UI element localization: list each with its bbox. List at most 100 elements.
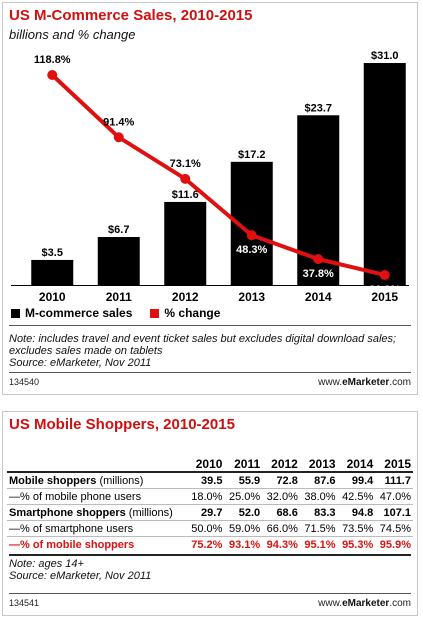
mobile-shoppers-panel: US Mobile Shoppers, 2010-2015 2010 2011 20… — [2, 411, 418, 616]
table-cell: 107.1 — [375, 504, 413, 521]
table-cell: 94.3% — [266, 538, 298, 551]
table-row: —% of smartphone users 50.0% 59.0% 66.0% 71.… — [7, 520, 413, 537]
table-cell: 59.0% — [224, 520, 263, 537]
mcommerce-chart-panel: US M-Commerce Sales, 2010-2015 billions … — [2, 2, 418, 395]
table-cell: 95.1% — [304, 538, 336, 551]
table-cell: 111.7 — [375, 472, 413, 489]
divider — [9, 372, 411, 373]
table-title: US Mobile Shoppers, 2010-2015 — [9, 416, 235, 433]
table-cell: 68.6 — [262, 504, 300, 521]
legend-item-change: % change — [150, 306, 220, 320]
bar-value-label: $23.7 — [304, 102, 332, 114]
chart-legend: M-commerce sales % change — [11, 306, 238, 320]
bar-value-label: $6.7 — [108, 224, 129, 236]
divider — [9, 593, 411, 594]
bar — [363, 63, 406, 285]
brand-link[interactable]: www.eMarketer.com — [318, 598, 411, 609]
x-tick-label: 2014 — [305, 290, 332, 301]
chart-note: Note: includes travel and event ticket s… — [9, 333, 409, 369]
table-cell: 50.0% — [186, 520, 225, 537]
legend-swatch-change — [150, 308, 160, 318]
table-cell: 93.1% — [228, 538, 261, 551]
x-tick-label: 2012 — [172, 290, 199, 301]
legend-label-sales: M-commerce sales — [25, 306, 133, 320]
table-cell: 74.5% — [375, 520, 413, 537]
change-value-label: 118.8% — [34, 54, 71, 66]
bar — [31, 259, 74, 285]
bar-value-label: $31.0 — [371, 50, 399, 62]
legend-label-change: % change — [164, 306, 221, 320]
table-cell: 39.5 — [186, 472, 225, 489]
table-cell: 66.0% — [262, 520, 300, 537]
brand-name: eMarketer — [342, 377, 390, 388]
brand-suffix: .com — [389, 377, 411, 388]
chart-id: 134540 — [9, 377, 40, 387]
row-label: Smartphone shoppers (millions) — [7, 504, 187, 521]
table-cell: 29.7 — [186, 504, 225, 521]
table-source-text: Source: eMarketer, Nov 2011 — [9, 570, 152, 582]
table-cell: 95.9% — [379, 538, 411, 551]
chart-source-text: Source: eMarketer, Nov 2011 — [9, 357, 152, 369]
legend-item-sales: M-commerce sales — [11, 306, 132, 320]
mcommerce-chart: $3.5 $6.7 $11.6 $17.2 $23.7 $31.0 118.8% 91.4% 7… — [11, 50, 409, 301]
row-label-text: —% of mobile shoppers — [9, 538, 135, 551]
brand-name: eMarketer — [342, 598, 390, 609]
row-label-unit: (millions) — [125, 506, 173, 519]
change-point — [180, 173, 191, 184]
change-line — [50, 73, 386, 277]
bar — [164, 201, 207, 285]
table-cell: 72.8 — [262, 472, 300, 489]
table-cell: 55.9 — [224, 472, 263, 489]
legend-swatch-sales — [11, 308, 20, 318]
table-note: Note: ages 14+ Source: eMarketer, Nov 20… — [9, 558, 151, 582]
change-point — [313, 254, 324, 265]
table-cell: 32.0% — [262, 488, 300, 505]
row-label-unit: (millions) — [96, 474, 144, 487]
change-point — [246, 230, 257, 241]
bar-value-label: $17.2 — [238, 149, 266, 161]
x-tick-label: 2010 — [39, 290, 66, 301]
table-cell: 75.2% — [191, 538, 223, 551]
table-cell: 52.0 — [224, 504, 263, 521]
row-label-text: —% of mobile phone users — [9, 490, 142, 503]
x-tick-label: 2011 — [106, 290, 132, 301]
bar-value-label: $11.6 — [172, 189, 199, 201]
table-cell: 73.5% — [337, 520, 376, 537]
change-value-label: 73.1% — [170, 158, 201, 170]
chart-note-text: Note: includes travel and event ticket s… — [9, 333, 397, 357]
table-cell: 87.6 — [299, 472, 338, 489]
table-column-header: 2013 — [299, 456, 338, 473]
chart-title: US M-Commerce Sales, 2010-2015 — [9, 7, 253, 24]
brand-link[interactable]: www.eMarketer.com — [318, 377, 411, 388]
change-point — [379, 270, 390, 280]
table-cell: 99.4 — [337, 472, 376, 489]
bar-value-label: $3.5 — [42, 247, 63, 259]
table-column-header: 2011 — [224, 456, 263, 473]
mobile-shoppers-table: 2010 2011 2012 2013 2014 2015 Mobile shoppers… — [7, 456, 413, 552]
change-value-label: 91.4% — [103, 116, 134, 128]
table-column-header: 2014 — [337, 456, 376, 473]
row-label-text: Smartphone shoppers — [9, 506, 126, 519]
table-column-header: 2015 — [375, 456, 413, 473]
table-row: —% of mobile phone users 18.0% 25.0% 32.0% 3… — [7, 488, 413, 505]
change-value-label: 37.8% — [303, 268, 334, 280]
table-cell: 94.8 — [337, 504, 376, 521]
table-cell: 25.0% — [224, 488, 263, 505]
row-label: —% of mobile shoppers — [7, 537, 187, 553]
bar — [97, 237, 140, 285]
brand-prefix: www. — [318, 377, 343, 388]
divider — [9, 554, 411, 556]
row-label-text: —% of smartphone users — [9, 522, 134, 535]
table-cell: 42.5% — [337, 488, 376, 505]
change-value-label: 30.8% — [369, 284, 400, 296]
table-header-row: 2010 2011 2012 2013 2014 2015 — [7, 456, 413, 473]
table-row: Mobile shoppers (millions) 39.5 55.9 72.8 87… — [7, 472, 413, 489]
brand-suffix: .com — [389, 598, 411, 609]
row-label: —% of mobile phone users — [7, 488, 187, 505]
table-column-header: 2012 — [262, 456, 300, 473]
change-point — [113, 132, 124, 143]
table-body: Mobile shoppers (millions) 39.5 55.9 72.8 87… — [7, 472, 413, 552]
divider — [9, 325, 411, 326]
table-cell: 47.0% — [375, 488, 413, 505]
row-label: Mobile shoppers (millions) — [7, 472, 187, 489]
